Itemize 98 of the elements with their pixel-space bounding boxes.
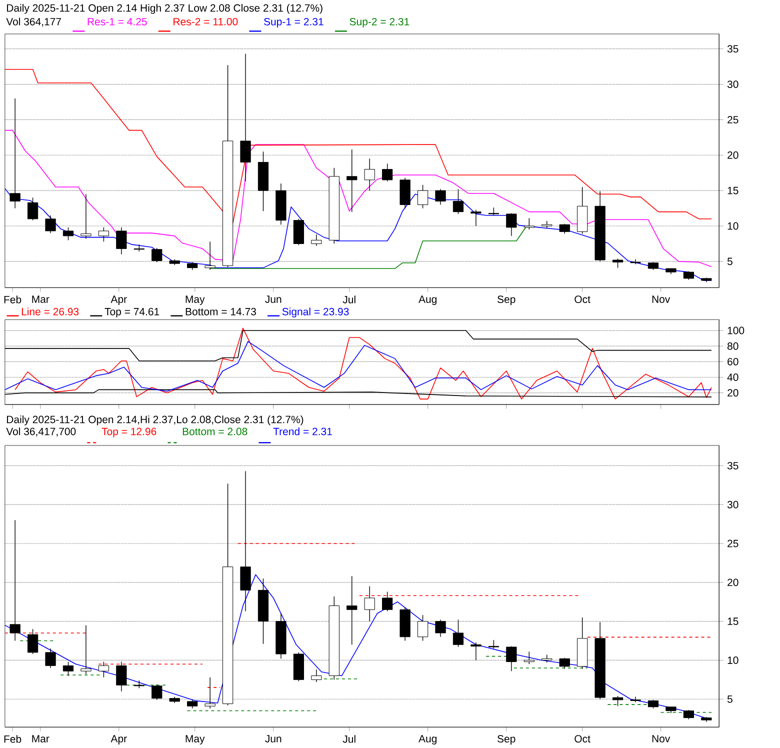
- y-tick-label: 35: [727, 462, 738, 470]
- text: Res-2 = 11.00: [174, 18, 238, 26]
- candlestick: [470, 209, 482, 226]
- text: Bottom = 2.08: [182, 428, 248, 436]
- line-series: [4, 130, 712, 268]
- candlestick: [10, 98, 20, 209]
- y-tick-label: 5: [727, 258, 732, 266]
- candlestick: [470, 642, 482, 661]
- chart-subtitle: Vol 364,177: [6, 18, 61, 27]
- x-tick-label: Apr: [110, 735, 127, 744]
- y-tick-label: 5: [727, 695, 732, 703]
- text: Top = 12.96: [102, 428, 156, 438]
- legend-label: Bottom = 14.73: [186, 308, 256, 316]
- x-tick-label: Aug: [418, 735, 437, 744]
- x-tick-label: Jun: [265, 296, 282, 303]
- y-tick-label: 20: [728, 578, 738, 586]
- candlestick: [452, 619, 464, 648]
- y-tick-label: 25: [728, 540, 738, 548]
- x-tick-label: Nov: [652, 296, 670, 303]
- y-tick-label: 30: [727, 80, 738, 88]
- x-tick-label: Aug: [418, 296, 437, 305]
- candlestick: [435, 188, 446, 206]
- legend-label: Signal = 23.93: [282, 308, 349, 318]
- x-tick-label: Feb: [4, 735, 22, 743]
- text: Sup-2 = 2.31: [350, 18, 410, 28]
- x-tick-label: Apr: [110, 296, 127, 305]
- legend-label: Top = 74.61: [104, 308, 160, 318]
- candlestick: [311, 669, 322, 682]
- y-tick-label: 60: [728, 358, 738, 366]
- candlestick: [62, 661, 74, 676]
- line-series: [4, 340, 712, 392]
- x-tick-label: Jul: [342, 296, 356, 304]
- candlestick: [417, 614, 428, 642]
- x-tick-label: Nov: [652, 735, 670, 742]
- candlestick: [364, 158, 375, 191]
- candlestick: [27, 197, 38, 221]
- y-tick-label: 100: [728, 326, 744, 334]
- legend-label: Line = 26.93: [22, 308, 79, 316]
- y-tick-label: 15: [728, 186, 738, 194]
- x-tick-label: Oct: [574, 735, 590, 742]
- candlestick: [116, 661, 127, 692]
- candlestick: [293, 218, 304, 246]
- x-tick-label: Jul: [342, 735, 356, 743]
- x-tick-label: Mar: [32, 296, 50, 303]
- y-tick-label: 10: [728, 222, 738, 230]
- candlestick: [27, 628, 38, 654]
- candlestick: [10, 520, 20, 642]
- candlestick: [435, 619, 446, 638]
- candlestick: [98, 661, 110, 678]
- y-tick-label: 20: [728, 151, 738, 159]
- candlestick: [240, 470, 251, 612]
- x-tick-label: Jun: [265, 735, 282, 742]
- candlestick: [45, 214, 56, 234]
- candlestick: [683, 710, 694, 720]
- x-tick-label: Oct: [574, 296, 590, 304]
- x-tick-label: May: [186, 735, 205, 744]
- candlestick: [382, 163, 393, 182]
- candlestick: [452, 188, 464, 214]
- candlestick: [346, 149, 358, 212]
- y-tick-label: 20: [728, 389, 738, 397]
- candlestick: [524, 651, 534, 664]
- candlestick: [524, 218, 534, 230]
- chart-title: Daily 2025-11-21 Open 2.14 High 2.37 Low 2.08 Close 2.31 (12.7%): [6, 4, 322, 14]
- y-tick-label: 40: [727, 374, 738, 381]
- y-tick-label: 10: [728, 656, 738, 664]
- line-series: [14, 328, 712, 400]
- candlestick: [80, 194, 92, 240]
- candlestick: [559, 657, 570, 670]
- y-tick-label: 30: [727, 500, 738, 508]
- candlestick: [417, 184, 428, 209]
- x-tick-label: May: [186, 296, 205, 305]
- candlestick: [364, 586, 375, 622]
- x-tick-label: Mar: [32, 735, 50, 742]
- candlestick: [559, 223, 570, 234]
- candlestick: [98, 227, 110, 242]
- y-tick-label: 15: [728, 618, 738, 625]
- text: Sup-1 = 2.31: [264, 18, 324, 28]
- candlestick: [506, 212, 517, 236]
- x-tick-label: Feb: [4, 296, 22, 304]
- candlestick: [116, 227, 127, 255]
- chart-subtitle: Vol 36,417,700: [6, 427, 76, 436]
- chart-title: Daily 2025-11-21 Open 2.14,Hi 2.37,Lo 2.08,Close 2.31 (12.7%): [6, 415, 304, 426]
- x-tick-label: Sep: [498, 296, 516, 306]
- candlestick: [240, 53, 251, 182]
- candlestick: [346, 576, 358, 645]
- candlestick: [45, 648, 56, 668]
- x-tick-label: Sep: [498, 735, 516, 745]
- text: Trend = 2.31: [273, 427, 332, 436]
- text: Res-1 = 4.25: [88, 18, 147, 26]
- candlestick: [62, 227, 74, 240]
- line-series: [4, 68, 712, 224]
- candlestick: [506, 646, 517, 672]
- y-tick-label: 35: [727, 45, 738, 53]
- candlestick: [382, 591, 393, 612]
- y-tick-label: 80: [728, 342, 738, 350]
- candlestick: [311, 234, 322, 246]
- candlestick: [80, 624, 92, 675]
- y-tick-label: 25: [728, 116, 738, 124]
